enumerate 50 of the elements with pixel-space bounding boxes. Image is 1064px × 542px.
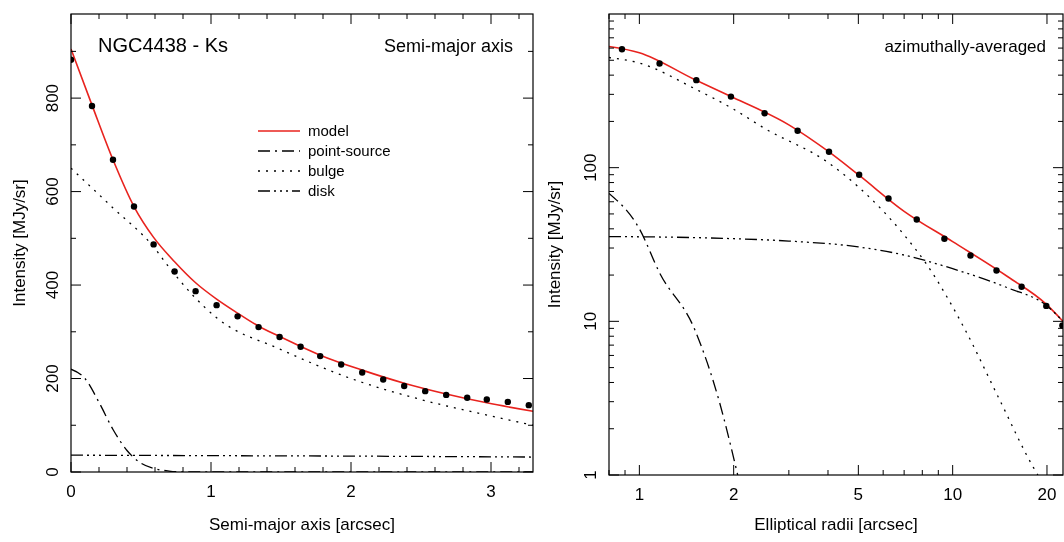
y-tick-label: 600 bbox=[43, 177, 62, 206]
x-tick-label: 5 bbox=[853, 485, 864, 504]
legend-label: disk bbox=[308, 182, 336, 199]
point bbox=[255, 323, 262, 331]
point bbox=[504, 398, 511, 406]
y-tick-label: 0 bbox=[43, 467, 62, 477]
y-axis-title: Intensity [MJy/sr] bbox=[10, 179, 29, 307]
x-tick-label: 20 bbox=[1037, 485, 1057, 504]
text: azimuthally-averaged bbox=[884, 37, 1046, 56]
x-axis-title: Elliptical radii [arcsec] bbox=[754, 515, 918, 534]
point bbox=[109, 156, 117, 164]
point bbox=[443, 391, 450, 399]
point bbox=[276, 333, 283, 341]
point bbox=[464, 394, 471, 401]
y-tick-label: 100 bbox=[581, 153, 600, 182]
point bbox=[234, 313, 241, 320]
y-tick-label: 800 bbox=[43, 83, 62, 113]
y-tick-label: 200 bbox=[43, 364, 62, 393]
y-tick-label: 10 bbox=[581, 311, 600, 331]
point bbox=[88, 102, 96, 110]
x-tick-label: 1 bbox=[206, 482, 216, 501]
point bbox=[150, 241, 157, 248]
point bbox=[297, 343, 304, 350]
point bbox=[359, 369, 366, 376]
x-tick-label: 3 bbox=[486, 482, 496, 501]
x-tick-label: 10 bbox=[943, 485, 963, 504]
point bbox=[525, 401, 532, 409]
legend-label: bulge bbox=[308, 162, 345, 179]
point bbox=[401, 382, 408, 390]
x-tick-label: 1 bbox=[634, 485, 645, 504]
point bbox=[422, 387, 429, 395]
x-tick-label: 2 bbox=[728, 485, 739, 504]
point bbox=[317, 352, 324, 360]
x-axis-title: Semi-major axis [arcsec] bbox=[208, 515, 396, 534]
x-tick-label: 0 bbox=[66, 482, 76, 501]
point bbox=[380, 376, 387, 383]
point bbox=[171, 268, 178, 275]
point bbox=[130, 203, 138, 210]
y-tick-label: 1 bbox=[581, 470, 600, 480]
y-tick-label: 400 bbox=[43, 270, 62, 300]
x-tick-label: 2 bbox=[346, 482, 356, 501]
legend-label: model bbox=[308, 122, 349, 139]
text: Semi-major axis bbox=[383, 36, 513, 56]
text: NGC4438 - Ks bbox=[98, 34, 229, 56]
point bbox=[338, 361, 345, 368]
point bbox=[483, 396, 490, 403]
point bbox=[192, 287, 199, 295]
y-axis-title: Intensity [MJy/sr] bbox=[545, 180, 564, 309]
legend-label: point-source bbox=[308, 142, 391, 159]
point bbox=[213, 301, 220, 309]
